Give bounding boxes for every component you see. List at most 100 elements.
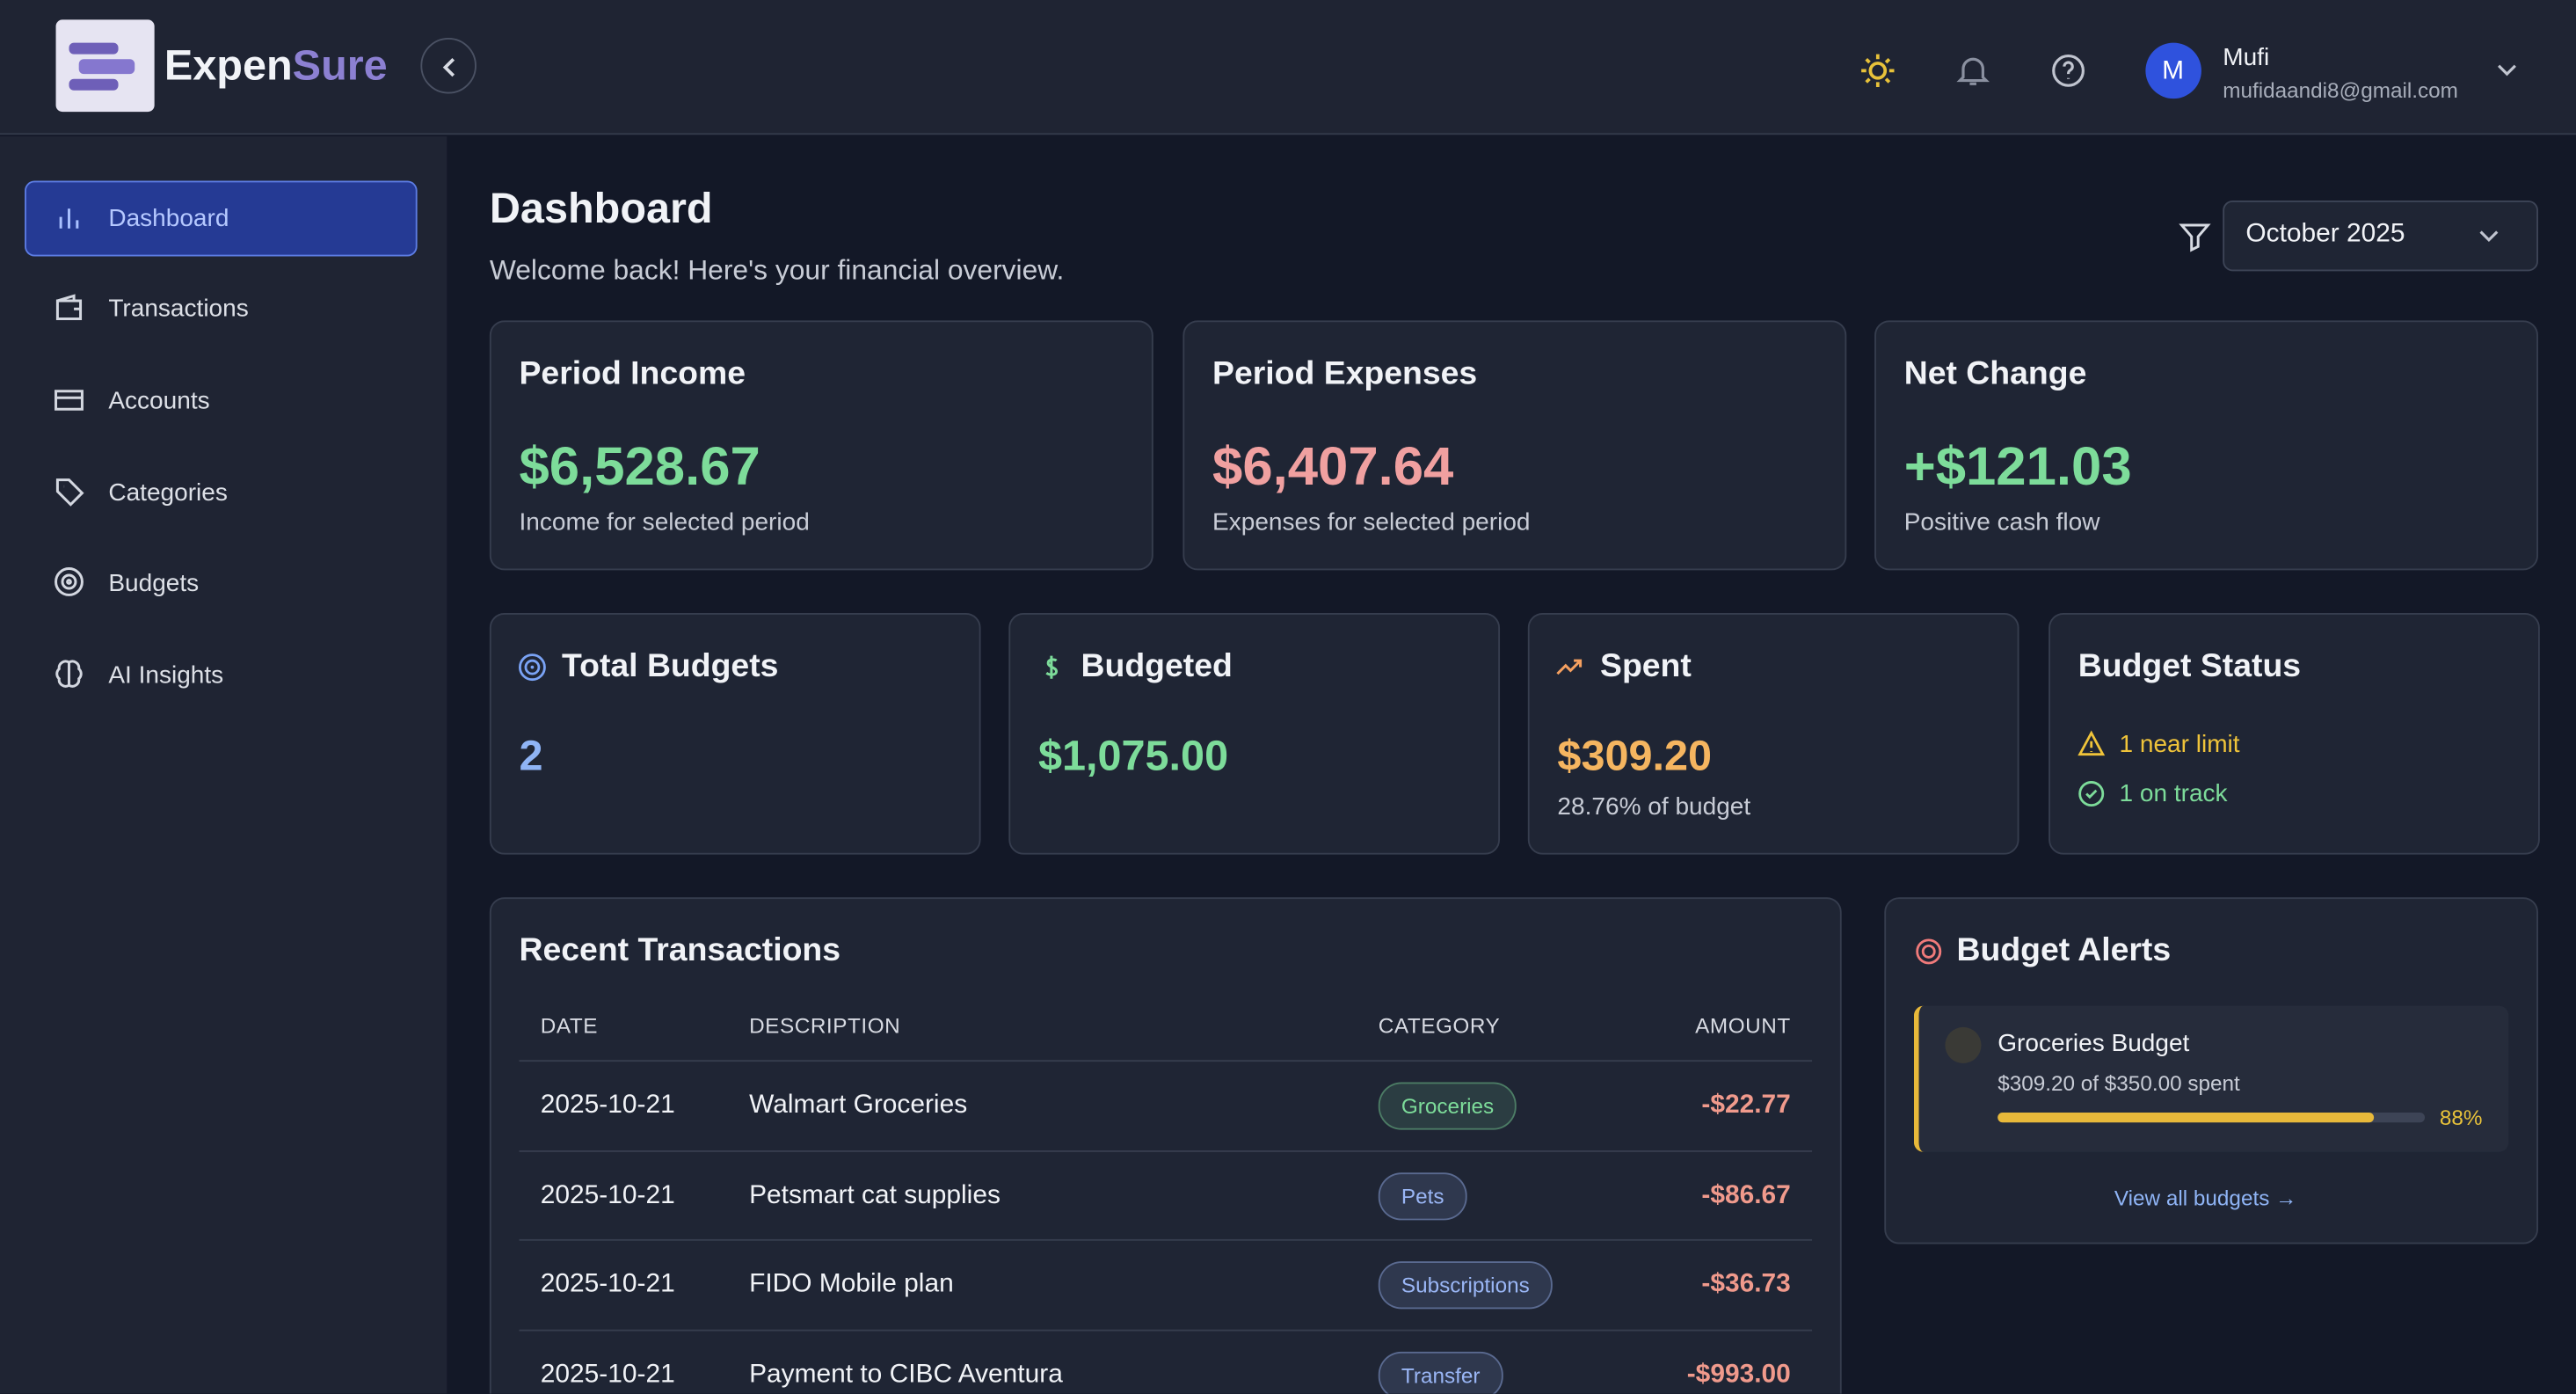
view-all-link[interactable]: View all budgets → <box>2114 1186 2297 1211</box>
row-divider <box>519 1060 1813 1062</box>
notifications[interactable] <box>1956 55 1990 87</box>
user-menu[interactable] <box>2495 62 2518 79</box>
card-title: Spent <box>1600 648 1692 685</box>
section-title: Budget Alerts <box>1956 932 2172 969</box>
page-subtitle: Welcome back! Here's your financial over… <box>489 254 1065 287</box>
category-chip: Transfer <box>1378 1352 1503 1394</box>
alert-icon <box>1945 1026 1982 1063</box>
sidebar <box>0 136 448 1394</box>
status-item: 1 near limit <box>2119 730 2240 759</box>
user-name: Mufi <box>2223 43 2270 72</box>
status-item: 1 on track <box>2119 779 2228 808</box>
logo-part: Expen <box>164 40 293 90</box>
row-divider <box>519 1329 1813 1332</box>
period-select[interactable] <box>2223 200 2538 272</box>
budget-card <box>1527 612 2019 855</box>
transactions-card <box>489 897 1842 1394</box>
txn-date: 2025-10-21 <box>540 1271 675 1299</box>
help[interactable] <box>2052 54 2085 87</box>
txn-date: 2025-10-21 <box>540 1180 675 1209</box>
card-value: 2 <box>519 730 543 780</box>
period-value[interactable]: October 2025 <box>2245 220 2405 249</box>
card-value: +$121.03 <box>1903 435 2132 497</box>
summary-card <box>1182 320 1847 571</box>
card-title: Budgeted <box>1081 648 1233 685</box>
nav-item[interactable]: AI Insights <box>108 661 224 690</box>
nav-icon <box>55 660 83 688</box>
nav-icon <box>59 208 79 229</box>
column-header: AMOUNT <box>1695 1012 1791 1039</box>
logo-text: ExpenSure <box>164 40 388 91</box>
progress-label: 88% <box>2439 1105 2483 1130</box>
nav-item[interactable]: Transactions <box>108 295 249 324</box>
nav-icon <box>55 478 84 507</box>
alerts-icon <box>1916 938 1942 965</box>
avatar-initial: M <box>2162 57 2184 86</box>
section-title: Recent Transactions <box>519 932 841 969</box>
txn-description: Walmart Groceries <box>749 1091 968 1120</box>
card-icon <box>519 653 546 682</box>
progress-bar <box>1997 1113 2374 1123</box>
logo[interactable] <box>55 19 155 113</box>
txn-amount: -$86.67 <box>1701 1180 1791 1209</box>
budget-card <box>1008 612 1501 855</box>
status-icon <box>2078 730 2106 756</box>
card-icon <box>1556 659 1583 675</box>
column-header: CATEGORY <box>1378 1012 1501 1039</box>
status-icon <box>2078 781 2105 807</box>
row-divider <box>519 1150 1813 1152</box>
card-note: Positive cash flow <box>1903 508 2100 537</box>
nav-icon <box>55 294 83 321</box>
txn-amount: -$22.77 <box>1701 1091 1791 1120</box>
filter-icon[interactable] <box>2179 222 2211 252</box>
column-header: DATE <box>540 1012 598 1039</box>
alert-item <box>1913 1005 2509 1152</box>
page-title: Dashboard <box>489 183 713 233</box>
card-value: $1,075.00 <box>1037 730 1229 780</box>
card-icon <box>1045 655 1059 679</box>
alert-detail: $309.20 of $350.00 spent <box>1997 1070 2240 1096</box>
budget-card <box>2048 612 2540 855</box>
row-divider <box>519 1239 1813 1242</box>
theme-toggle[interactable] <box>1861 54 1895 88</box>
txn-amount: -$993.00 <box>1686 1361 1791 1390</box>
card-note: Income for selected period <box>519 508 810 537</box>
txn-date: 2025-10-21 <box>540 1361 675 1390</box>
budget-card <box>489 612 981 855</box>
nav-icon <box>55 390 84 411</box>
alert-name: Groceries Budget <box>1997 1029 2190 1058</box>
txn-description: FIDO Mobile plan <box>749 1271 954 1299</box>
card-title: Total Budgets <box>562 648 779 685</box>
nav-item[interactable]: Accounts <box>108 387 210 415</box>
card-value: $309.20 <box>1557 730 1713 780</box>
summary-card <box>1874 320 2538 571</box>
card-note: 28.76% of budget <box>1557 792 1751 821</box>
category-chip: Pets <box>1378 1171 1467 1220</box>
card-title: Period Income <box>519 355 746 392</box>
column-header: DESCRIPTION <box>749 1012 901 1039</box>
nav-item[interactable]: Budgets <box>108 569 200 598</box>
card-title: Period Expenses <box>1212 355 1478 392</box>
user-email: mufidaandi8@gmail.com <box>2223 77 2458 103</box>
card-title: Budget Status <box>2078 648 2302 685</box>
card-title: Net Change <box>1903 355 2087 392</box>
txn-date: 2025-10-21 <box>540 1091 675 1120</box>
card-value: $6,528.67 <box>519 435 760 497</box>
collapse-button[interactable] <box>420 37 477 94</box>
nav-item[interactable]: Categories <box>108 478 228 507</box>
category-chip: Subscriptions <box>1378 1261 1553 1310</box>
nav-icon <box>55 567 84 596</box>
logo-part: Sure <box>292 40 388 90</box>
category-chip: Groceries <box>1378 1082 1517 1130</box>
txn-description: Payment to CIBC Aventura <box>749 1361 1063 1390</box>
txn-amount: -$36.73 <box>1701 1271 1791 1299</box>
card-note: Expenses for selected period <box>1212 508 1531 537</box>
nav-active[interactable] <box>25 180 418 257</box>
txn-description: Petsmart cat supplies <box>749 1180 1001 1209</box>
avatar[interactable] <box>2145 42 2201 99</box>
summary-card <box>489 320 1153 571</box>
nav-item[interactable]: Dashboard <box>108 204 229 233</box>
card-value: $6,407.64 <box>1212 435 1454 497</box>
